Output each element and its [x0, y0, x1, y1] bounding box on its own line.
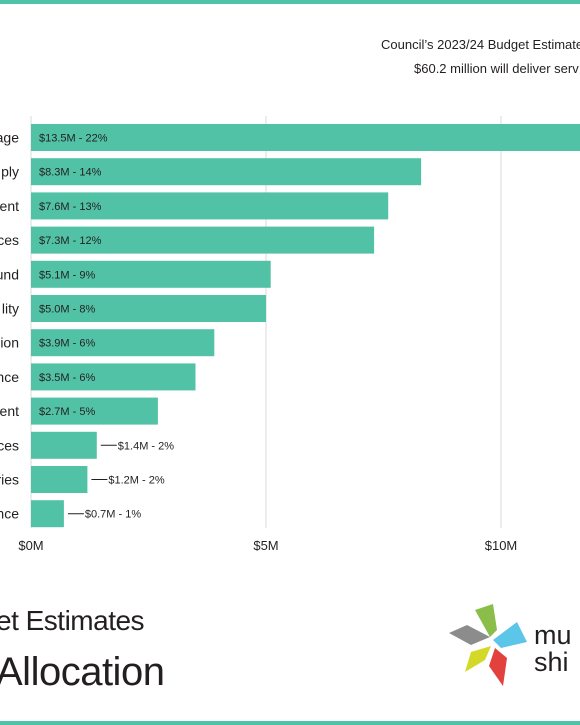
- heading-line-2: $60.2 million will deliver serv: [414, 61, 579, 76]
- bar: [31, 158, 422, 186]
- category-label: nce: [0, 506, 19, 522]
- data-label: $2.7M - 5%: [39, 406, 95, 418]
- bar: [31, 295, 266, 322]
- bottom-accent-stripe: [0, 721, 580, 725]
- bar: [31, 431, 97, 459]
- shire-logo-icon: [449, 604, 527, 686]
- bar: [31, 500, 64, 528]
- data-label: $1.2M - 2%: [108, 475, 164, 487]
- category-label: und: [0, 266, 19, 282]
- x-tick-label: $10M: [485, 538, 518, 553]
- bar: [31, 124, 580, 151]
- logo-wordmark: mu shi: [534, 622, 572, 676]
- category-label: ply: [1, 164, 19, 180]
- top-accent-stripe: [0, 0, 580, 4]
- data-label: $5.0M - 8%: [39, 304, 95, 316]
- logo-text-line-2: shi: [534, 647, 569, 677]
- data-label: $7.6M - 13%: [39, 201, 102, 213]
- data-label: $0.7M - 1%: [85, 509, 141, 521]
- data-label: $13.5M - 22%: [39, 133, 108, 145]
- category-label: ces: [0, 437, 19, 453]
- bar: [31, 466, 88, 493]
- bar: [31, 226, 375, 254]
- category-label: ent: [0, 198, 19, 214]
- bar: [31, 260, 271, 288]
- category-label: age: [0, 130, 19, 146]
- bar: [31, 397, 158, 425]
- category-label: ries: [0, 472, 19, 488]
- data-label: $3.9M - 6%: [39, 338, 95, 350]
- footer-title: et Estimates: [0, 605, 145, 636]
- category-label: ent: [0, 403, 19, 419]
- chart-heading: Council’s 2023/24 Budget Estimate $60.2 …: [381, 33, 580, 81]
- x-tick-label: $0M: [18, 538, 43, 553]
- data-label: $5.1M - 9%: [39, 269, 95, 281]
- category-label: lity: [2, 301, 19, 317]
- bar: [31, 363, 196, 391]
- category-label: ces: [0, 232, 19, 248]
- data-label: $8.3M - 14%: [39, 167, 102, 179]
- data-label: $3.5M - 6%: [39, 372, 95, 384]
- category-label: ion: [0, 335, 19, 351]
- data-label: $1.4M - 2%: [118, 440, 174, 452]
- bar: [31, 329, 215, 357]
- category-label: nce: [0, 369, 19, 385]
- bar: [31, 192, 389, 220]
- logo-text-line-1: mu: [534, 620, 572, 650]
- heading-line-1: Council’s 2023/24 Budget Estimate: [381, 37, 580, 52]
- data-label: $7.3M - 12%: [39, 235, 102, 247]
- budget-bar-chart: age $13.5M - 22% ply $8.3M - 14% ent $7.6M - …: [0, 116, 580, 553]
- x-tick-label: $5M: [253, 538, 278, 553]
- footer-subtitle: Allocation: [0, 650, 165, 694]
